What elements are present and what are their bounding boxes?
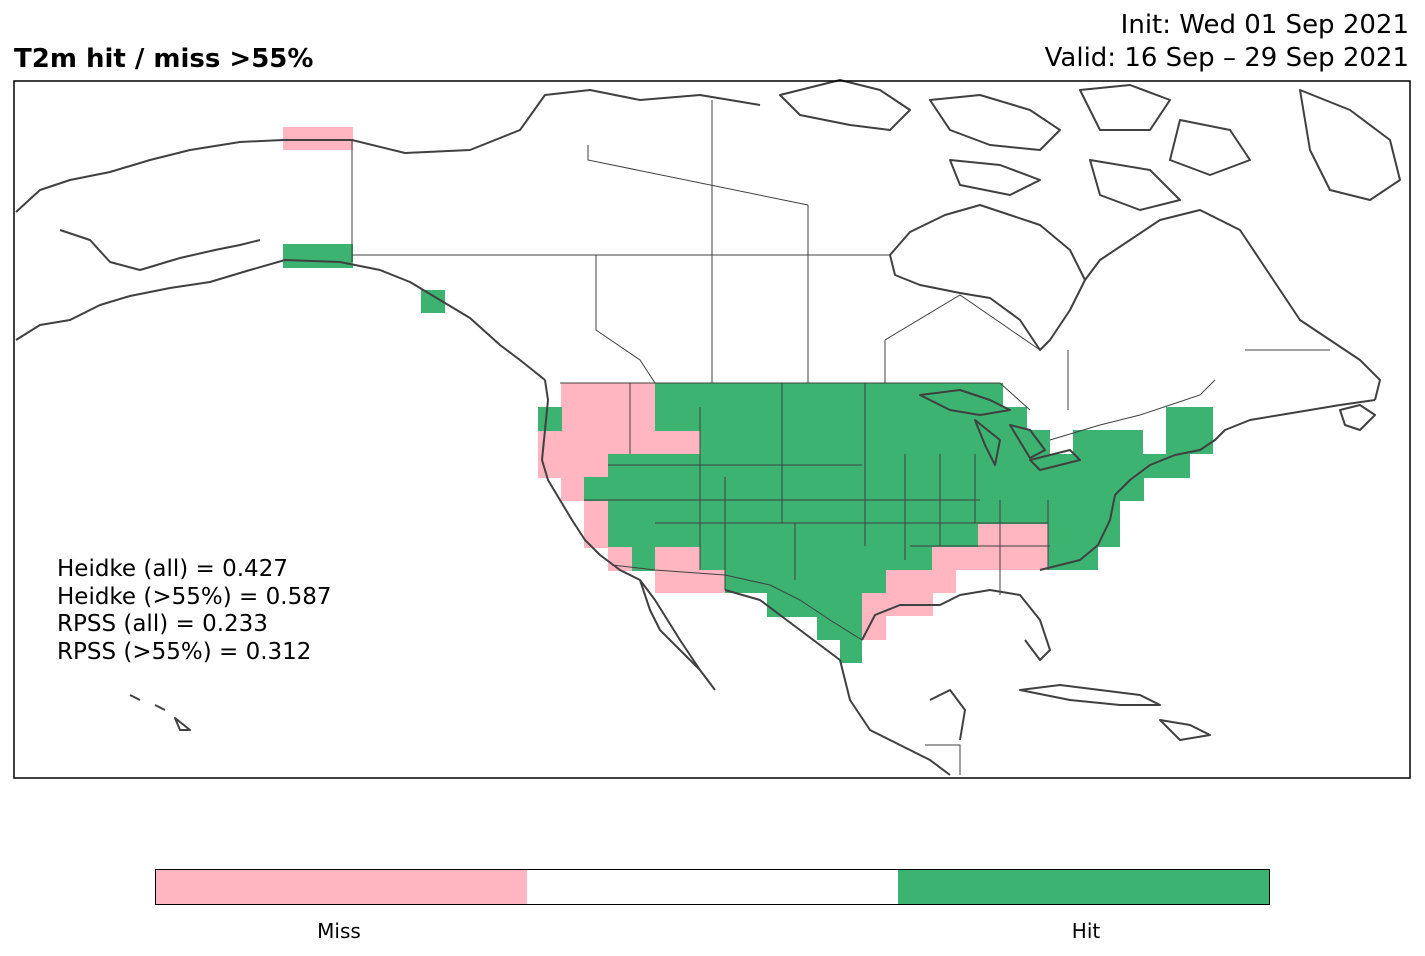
grid-cell-miss [561,383,656,407]
grid-cell-miss [584,500,608,548]
colorbar [155,869,1270,905]
colorbar-miss-segment [156,870,527,904]
heidke-gt55-score: Heidke (>55%) = 0.587 [57,583,332,610]
valid-period: Valid: 16 Sep – 29 Sep 2021 [1044,43,1409,73]
hit-miss-grid [283,127,1213,663]
grid-cell-hit [817,616,862,640]
grid-cell-hit [608,454,1190,478]
grid-cell-hit [725,569,886,593]
skill-scores-panel: Heidke (all) = 0.427 Heidke (>55%) = 0.5… [57,556,331,666]
grid-cell-hit [655,383,1003,407]
grid-cell-miss [283,127,353,150]
grid-cell-hit [840,639,862,663]
grid-cell-miss [886,569,933,616]
grid-cell-hit [283,244,353,268]
grid-cell-miss [538,430,703,454]
grid-cell-hit [608,523,978,547]
grid-cell-hit [767,593,862,617]
coastlines [15,79,1401,776]
grid-cell-miss [978,523,1048,547]
colorbar-miss-label: Miss [317,919,361,943]
colorbar-neutral-segment [527,870,898,904]
grid-cell-hit [632,546,655,571]
grid-cell-hit [421,290,445,313]
political-borders [351,100,1330,775]
grid-cell-hit [584,477,1144,501]
grid-cell-miss [932,546,1048,570]
colorbar-hit-label: Hit [1071,919,1101,943]
colorbar-hit-segment [898,870,1269,904]
map-frame [13,80,1411,779]
grid-cell-hit [655,407,1027,431]
grid-cell-miss [932,569,956,593]
heidke-all-score: Heidke (all) = 0.427 [57,556,288,582]
rpss-gt55-score: RPSS (>55%) = 0.312 [57,638,312,665]
grid-cell-hit [608,500,1120,524]
grid-cell-hit [700,546,932,570]
map-title: T2m hit / miss >55% [14,44,314,74]
grid-cell-hit [1073,430,1143,454]
grid-cell-hit [1048,523,1120,547]
map-panel [13,79,1411,779]
init-date: Init: Wed 01 Sep 2021 [1120,10,1409,40]
grid-cell-hit [538,407,562,431]
rpss-all-score: RPSS (all) = 0.233 [57,611,268,637]
